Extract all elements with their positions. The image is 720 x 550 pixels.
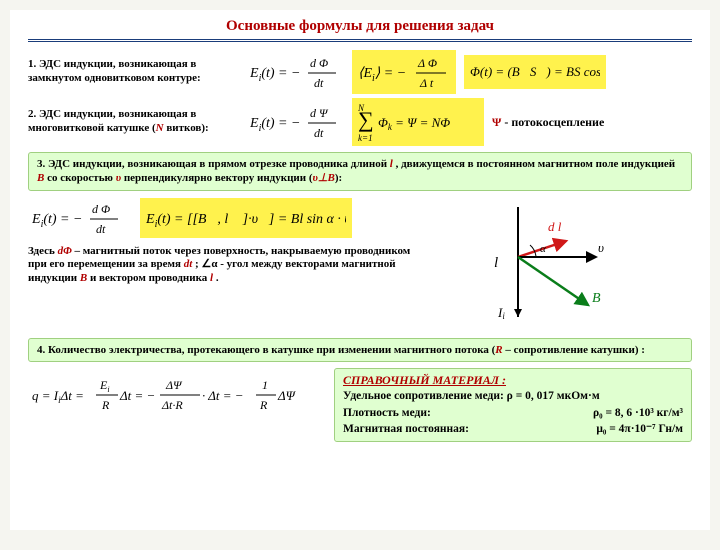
- ref-line-1: Удельное сопротивление меди: ρ = 0, 017 …: [343, 388, 683, 404]
- page-title: Основные формулы для решения задач: [10, 10, 710, 39]
- formula-2b: N ∑ k=1 Φk = Ψ = NΦ: [352, 98, 484, 146]
- svg-text:Δt·R: Δt·R: [161, 398, 183, 412]
- svg-text:υ⃗: υ⃗: [598, 240, 614, 255]
- svg-text:d Ψ: d Ψ: [310, 106, 329, 120]
- formula-4: q = IiΔt = Ei R Δt = − ΔΨ Δt·R · Δt = − …: [28, 372, 316, 418]
- svg-text:1: 1: [262, 378, 268, 392]
- formula-3b: Ei(t) = [[B⃗, l⃗ ]·υ⃗] = Bl sin α · υ: [140, 198, 352, 238]
- svg-text:q = IiΔt =: q = IiΔt =: [32, 388, 84, 405]
- reference-title: СПРАВОЧНЫЙ МАТЕРИАЛ :: [343, 373, 683, 389]
- svg-text:B⃗: B⃗: [592, 291, 611, 306]
- svg-text:Δt = −: Δt = −: [119, 388, 155, 403]
- psi-label: ΨΨ - потокосцепление - потокосцепление: [492, 115, 604, 130]
- item1-text: 1. ЭДС индукции, возникающая в замкнутом…: [28, 58, 238, 86]
- vector-diagram: d l⃗ υ⃗ B⃗ α l Ii: [478, 197, 618, 332]
- svg-text:∑: ∑: [358, 107, 374, 132]
- svg-text:Ei(t) = −: Ei(t) = −: [250, 66, 300, 84]
- svg-text:R: R: [259, 398, 268, 412]
- item3-text: 3. ЭДС индукции, возникающая в прямом от…: [28, 152, 692, 191]
- svg-text:R: R: [101, 398, 110, 412]
- svg-text:⟨Ei⟩ = −: ⟨Ei⟩ = −: [358, 66, 406, 84]
- svg-text:Ei(t) = −: Ei(t) = −: [250, 116, 300, 134]
- item3-note: Здесь dΦ – магнитный поток через поверхн…: [28, 245, 458, 286]
- formula-1b: ⟨Ei⟩ = − Δ Φ Δ t: [352, 50, 456, 94]
- svg-text:dt: dt: [96, 222, 106, 236]
- svg-text:Ei: Ei: [99, 378, 110, 394]
- row-item-1: 1. ЭДС индукции, возникающая в замкнутом…: [10, 48, 710, 96]
- formula-3a: Ei(t) = − d Φ dt: [28, 197, 126, 239]
- item4-text: 4. Количество электричества, протекающег…: [28, 338, 692, 362]
- formula-2a: Ei(t) = − d Ψ dt: [246, 101, 344, 143]
- ref-line-2: Плотность меди:ρ₀ = 8, 6 ·10³ кг/м³: [343, 405, 683, 421]
- svg-text:Φk = Ψ = NΦ: Φk = Ψ = NΦ: [378, 115, 450, 132]
- row-item-4: q = IiΔt = Ei R Δt = − ΔΨ Δt·R · Δt = − …: [10, 366, 710, 444]
- svg-text:d l⃗: d l⃗: [548, 219, 571, 234]
- svg-text:dt: dt: [314, 126, 324, 140]
- svg-text:α: α: [540, 243, 546, 255]
- reference-box: СПРАВОЧНЫЙ МАТЕРИАЛ : Удельное сопротивл…: [334, 368, 692, 442]
- svg-text:dt: dt: [314, 76, 324, 90]
- svg-text:ΔΨ: ΔΨ: [165, 378, 183, 392]
- svg-text:l: l: [494, 255, 498, 271]
- svg-text:Ei(t) = [[B⃗, l⃗ ]·υ⃗] = Bl si: Ei(t) = [[B⃗, l⃗ ]·υ⃗] = Bl sin α · υ: [146, 212, 346, 230]
- svg-text:Ii: Ii: [497, 305, 505, 321]
- svg-text:d Φ: d Φ: [310, 56, 328, 70]
- svg-text:Ei(t) = −: Ei(t) = −: [32, 212, 82, 230]
- svg-text:· Δt = −: · Δt = −: [202, 388, 244, 403]
- formula-1c: Φ(t) = (B⃗S⃗) = BS cos α: [464, 55, 606, 89]
- row-item-2: 2. ЭДС индукции, возникающая в многовитк…: [10, 96, 710, 148]
- svg-text:Φ(t) = (B⃗S⃗) = BS cos α: Φ(t) = (B⃗S⃗) = BS cos α: [470, 64, 600, 79]
- svg-text:Δ t: Δ t: [419, 76, 434, 90]
- item2-text: 2. ЭДС индукции, возникающая в многовитк…: [28, 108, 238, 136]
- svg-text:d Φ: d Φ: [92, 202, 110, 216]
- svg-text:Δ Φ: Δ Φ: [417, 56, 437, 70]
- formula-1a: Ei(t) = − d Φ dt: [246, 51, 344, 93]
- svg-text:k=1: k=1: [358, 133, 373, 143]
- title-rule: [28, 39, 692, 42]
- svg-text:ΔΨ: ΔΨ: [277, 388, 297, 403]
- ref-line-3: Магнитная постоянная:μ₀ = 4π·10⁻⁷ Гн/м: [343, 421, 683, 437]
- row-item-3-formulas: Ei(t) = − d Φ dt Ei(t) = [[B⃗, l⃗ ]·υ⃗] …: [10, 195, 710, 334]
